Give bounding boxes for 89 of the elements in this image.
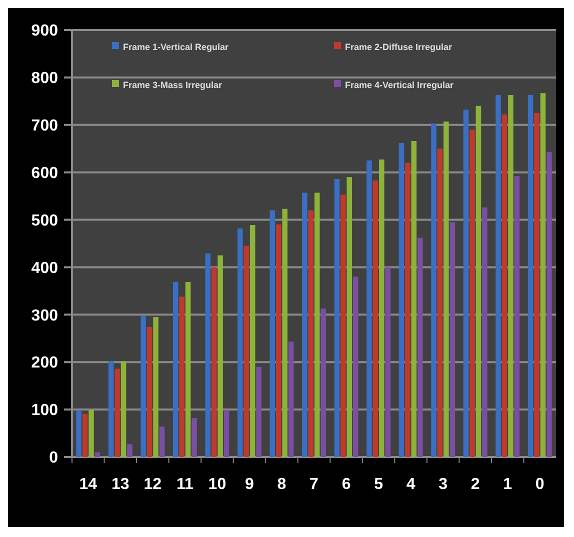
bar (546, 152, 552, 457)
bar (179, 296, 184, 457)
bar (140, 316, 146, 457)
bar (159, 426, 165, 457)
y-tick-label: 700 (31, 117, 58, 134)
x-tick-label: 9 (245, 476, 254, 493)
bar (276, 224, 282, 457)
y-tick-label: 200 (31, 354, 58, 372)
bar (437, 148, 443, 457)
legend-label: Frame 4-Vertical Irregular (345, 80, 454, 90)
bar (476, 106, 482, 457)
bar (108, 361, 114, 457)
legend-label: Frame 1-Vertical Regular (123, 42, 230, 52)
y-tick-label: 800 (31, 70, 58, 88)
bar (224, 410, 230, 457)
bar (308, 210, 314, 457)
bar (534, 113, 540, 457)
bar (463, 110, 469, 457)
y-tick-label: 0 (49, 450, 58, 467)
legend-label: Frame 2-Diffuse Irregular (345, 42, 453, 52)
bar (256, 366, 262, 457)
bar (153, 317, 158, 457)
bar (114, 368, 120, 457)
bar (514, 176, 520, 457)
bar (334, 178, 340, 457)
bar (282, 208, 288, 457)
bar (185, 282, 191, 457)
bar (172, 282, 178, 457)
bar (270, 210, 276, 457)
bar (417, 238, 423, 457)
x-tick-label: 12 (144, 476, 162, 493)
bar (431, 123, 436, 457)
x-tick-label: 2 (470, 476, 480, 493)
bar (366, 160, 372, 457)
bar (127, 444, 132, 457)
bar (302, 192, 308, 457)
bar (508, 95, 514, 457)
x-tick-label: 10 (208, 476, 226, 493)
x-tick-label: 4 (406, 476, 416, 493)
bar (320, 308, 326, 457)
bar (444, 122, 449, 457)
y-tick-label: 600 (31, 164, 58, 182)
bar (470, 130, 475, 457)
x-tick-label: 6 (342, 476, 351, 493)
x-tick-label: 5 (374, 476, 384, 493)
bar (76, 410, 82, 457)
bar (82, 414, 88, 457)
bar (405, 162, 410, 457)
y-tick-label: 100 (31, 402, 58, 420)
bar (244, 246, 249, 457)
bar (502, 114, 508, 457)
bar (385, 267, 391, 457)
bar (211, 267, 217, 457)
x-tick-label: 8 (277, 476, 286, 493)
legend-label: Frame 3-Mass Irregular (123, 80, 223, 90)
bar (482, 207, 488, 457)
y-tick-label: 900 (31, 22, 58, 40)
bar (340, 194, 346, 457)
bar (146, 327, 152, 457)
x-tick-label: 3 (438, 476, 448, 493)
bar (540, 93, 546, 457)
bar (120, 361, 126, 457)
bar (346, 177, 352, 457)
x-tick-label: 1 (503, 476, 512, 493)
bar (314, 192, 320, 457)
bar (218, 255, 223, 457)
bar (398, 142, 404, 457)
bar (496, 95, 501, 457)
y-tick-label: 300 (31, 307, 58, 324)
bar (379, 160, 384, 457)
bar (237, 228, 243, 457)
bar (352, 276, 358, 457)
bar (192, 418, 197, 457)
bar (94, 452, 100, 457)
x-tick-label: 0 (535, 476, 544, 493)
bar (288, 342, 294, 457)
bar (411, 141, 417, 457)
y-tick-label: 500 (31, 212, 58, 230)
bar (88, 410, 94, 457)
bar (372, 180, 378, 457)
x-tick-label: 13 (112, 476, 130, 493)
bar (205, 253, 211, 457)
bar (528, 95, 534, 457)
bar (450, 222, 456, 457)
bar (250, 224, 256, 457)
y-tick-label: 400 (31, 260, 58, 277)
x-tick-label: 14 (79, 476, 98, 493)
x-tick-label: 11 (176, 476, 194, 493)
x-tick-label: 7 (310, 476, 319, 493)
